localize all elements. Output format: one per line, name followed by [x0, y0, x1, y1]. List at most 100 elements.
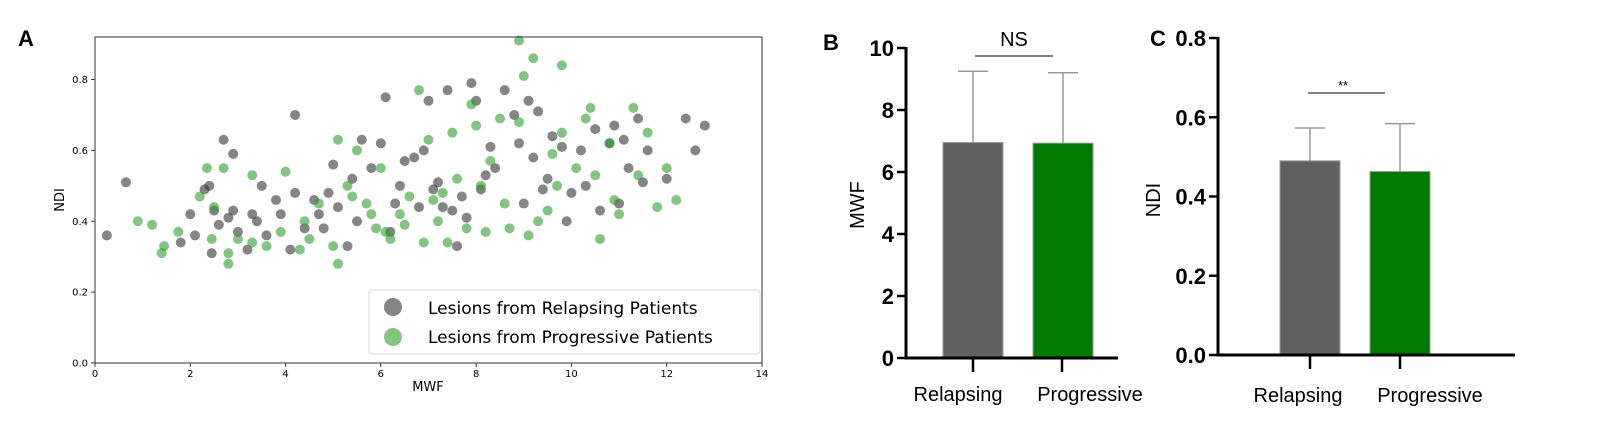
y-tick-label: 0 — [882, 346, 894, 371]
data-point-relapsing — [399, 156, 410, 167]
y-axis-label: MWF — [847, 181, 869, 229]
data-point-progressive — [652, 202, 663, 213]
data-point-relapsing — [275, 209, 286, 220]
data-point-progressive — [585, 102, 596, 113]
x-tick-label: 12 — [660, 369, 673, 380]
data-point-progressive — [642, 127, 653, 138]
y-axis-label: NDI — [1143, 183, 1165, 217]
data-point-relapsing — [342, 241, 353, 252]
data-point-progressive — [399, 219, 410, 230]
data-point-progressive — [528, 53, 539, 64]
data-point-relapsing — [290, 187, 301, 198]
data-point-relapsing — [514, 138, 525, 149]
data-point-relapsing — [509, 109, 520, 120]
data-point-relapsing — [433, 177, 444, 188]
data-point-progressive — [299, 216, 310, 227]
data-point-progressive — [404, 191, 415, 202]
panel-label: C — [1150, 26, 1166, 51]
data-point-relapsing — [413, 202, 424, 213]
data-point-relapsing — [380, 92, 391, 103]
data-point-progressive — [447, 127, 458, 138]
data-point-progressive — [442, 237, 453, 248]
x-tick-label: 8 — [473, 369, 479, 380]
data-point-relapsing — [561, 216, 572, 227]
data-point-relapsing — [318, 223, 329, 234]
data-point-progressive — [380, 226, 391, 237]
y-tick-label: 4 — [882, 222, 895, 247]
data-point-progressive — [209, 202, 220, 213]
y-tick-label: 0.8 — [1175, 26, 1206, 51]
y-tick-label: 0.0 — [1175, 343, 1206, 368]
data-point-progressive — [385, 233, 396, 244]
y-tick-label: 10 — [870, 36, 894, 61]
x-tick-label: 6 — [378, 369, 384, 380]
data-point-relapsing — [375, 138, 386, 149]
bar-progressive — [1032, 142, 1094, 359]
x-tick-label: 2 — [187, 369, 193, 380]
plot-frame — [94, 36, 763, 364]
data-point-progressive — [201, 163, 212, 174]
data-point-relapsing — [347, 173, 358, 184]
data-point-relapsing — [206, 248, 217, 259]
data-point-progressive — [580, 113, 591, 124]
data-point-progressive — [361, 198, 372, 209]
panel-label: A — [18, 26, 34, 51]
data-point-relapsing — [499, 85, 510, 96]
data-point-relapsing — [190, 230, 201, 241]
data-point-progressive — [342, 180, 353, 191]
y-tick-label: 2 — [882, 284, 894, 309]
data-point-relapsing — [356, 134, 367, 145]
data-point-progressive — [394, 209, 405, 220]
data-point-relapsing — [228, 148, 239, 159]
data-point-relapsing — [480, 170, 491, 181]
data-point-relapsing — [533, 106, 544, 117]
data-point-relapsing — [313, 209, 324, 220]
axis-ticks: 0 2 4 6 8 10 12 14 0.0 0.2 0.4 0.6 0.8 — [72, 75, 768, 380]
data-point-relapsing — [247, 209, 258, 220]
data-point-relapsing — [518, 198, 529, 209]
y-tick-label: 0.4 — [72, 217, 88, 228]
data-point-progressive — [223, 248, 234, 259]
data-point-relapsing — [352, 216, 363, 227]
data-point-relapsing — [323, 187, 334, 198]
data-point-progressive — [428, 195, 439, 205]
data-point-relapsing — [242, 244, 253, 255]
data-point-progressive — [542, 205, 553, 216]
bar-panel-c: C Relapsing Progressive 0.0 0.2 0.4 0.6 0.8 ND… — [1143, 26, 1515, 407]
data-point-progressive — [304, 233, 315, 244]
x-tick-label: 10 — [565, 369, 578, 380]
data-point-relapsing — [390, 198, 401, 209]
data-point-relapsing — [213, 219, 224, 230]
scatter-panel-a: A 0 2 4 6 8 10 12 14 0.0 0.2 0.4 0.6 0.8 MWF NDI Les… — [18, 26, 768, 395]
data-point-relapsing — [101, 230, 112, 241]
x-tick-label: 14 — [756, 369, 769, 380]
x-tick-label: Progressive — [1377, 385, 1483, 407]
data-point-relapsing — [537, 184, 548, 195]
data-point-progressive — [294, 244, 305, 255]
data-point-relapsing — [461, 212, 472, 223]
data-point-relapsing — [618, 134, 629, 145]
legend-marker-relapsing — [384, 298, 402, 316]
data-point-relapsing — [285, 244, 296, 255]
data-point-progressive — [375, 163, 386, 174]
y-tick-label: 0.2 — [1175, 264, 1206, 289]
data-point-relapsing — [595, 205, 606, 216]
x-tick-label: Relapsing — [914, 384, 1003, 406]
data-point-relapsing — [609, 120, 620, 131]
data-point-relapsing — [456, 191, 467, 202]
bar-relapsing — [942, 142, 1004, 359]
data-point-relapsing — [418, 145, 429, 156]
data-point-progressive — [671, 195, 682, 205]
data-point-progressive — [206, 233, 217, 244]
data-point-relapsing — [271, 195, 282, 205]
data-point-relapsing — [528, 152, 539, 163]
data-point-relapsing — [366, 163, 377, 174]
data-point-relapsing — [423, 95, 434, 106]
y-tick-label: 0.8 — [72, 75, 88, 86]
data-point-relapsing — [542, 173, 553, 184]
data-point-progressive — [232, 233, 243, 244]
data-point-progressive — [280, 166, 291, 177]
data-point-progressive — [533, 216, 544, 227]
data-point-progressive — [159, 241, 170, 252]
data-point-progressive — [471, 120, 482, 131]
